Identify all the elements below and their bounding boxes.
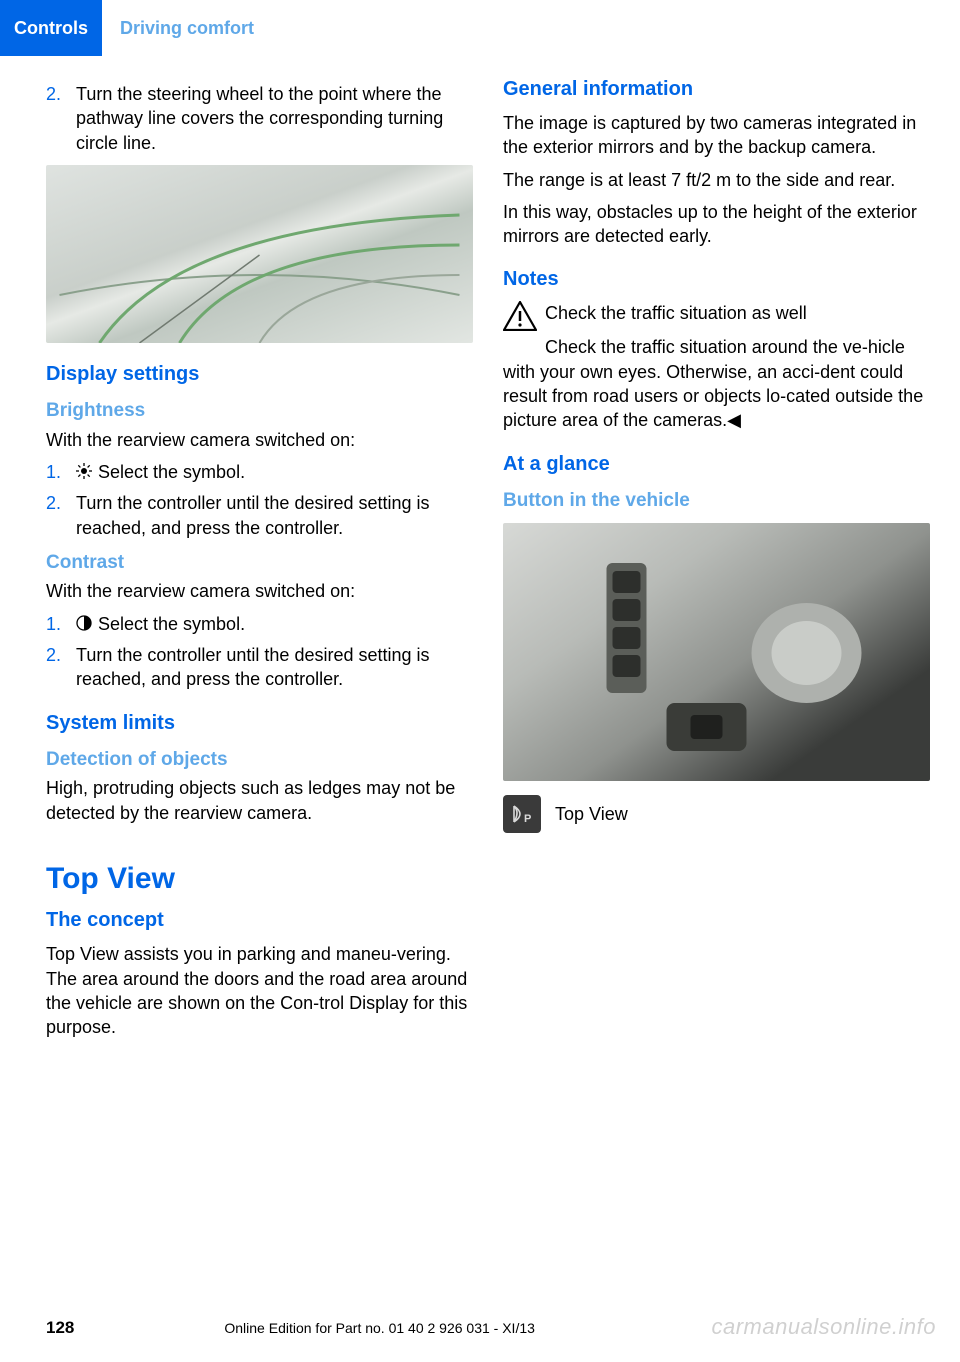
general-info-heading: General information: [503, 76, 930, 103]
console-svg: [503, 523, 930, 781]
general-info-p2: The range is at least 7 ft/2 m to the si…: [503, 168, 930, 192]
general-info-p1: The image is captured by two cameras int…: [503, 111, 930, 160]
detection-text: High, protruding objects such as ledges …: [46, 776, 473, 825]
concept-heading: The concept: [46, 907, 473, 934]
list-text-inner: Select the symbol.: [98, 462, 245, 482]
list-number: 1.: [46, 612, 76, 637]
at-a-glance-heading: At a glance: [503, 451, 930, 478]
list-text: Select the symbol.: [76, 460, 473, 485]
contrast-heading: Contrast: [46, 550, 473, 576]
list-text-inner: Select the symbol.: [98, 614, 245, 634]
watermark: carmanualsonline.info: [711, 1312, 936, 1342]
header-breadcrumb: Driving comfort: [120, 16, 254, 40]
step-text: Turn the steering wheel to the point whe…: [76, 82, 473, 155]
contrast-intro: With the rearview camera switched on:: [46, 579, 473, 603]
svg-text:P: P: [524, 813, 531, 825]
warning-title: Check the traffic situation as well: [545, 301, 930, 325]
warning-block: Check the traffic situation as well: [503, 301, 930, 331]
list-number: 1.: [46, 460, 76, 485]
pathway-svg: [46, 165, 473, 343]
step-item: 2. Turn the steering wheel to the point …: [46, 82, 473, 155]
detection-heading: Detection of objects: [46, 747, 473, 773]
console-photo: [503, 523, 930, 781]
brightness-icon: [76, 461, 92, 485]
edition-line: Online Edition for Part no. 01 40 2 926 …: [224, 1319, 535, 1338]
list-item: 2. Turn the controller until the desired…: [46, 491, 473, 540]
brightness-heading: Brightness: [46, 398, 473, 424]
top-view-heading: Top View: [46, 859, 473, 900]
list-number: 2.: [46, 643, 76, 692]
step-number: 2.: [46, 82, 76, 155]
top-view-icon: P: [503, 795, 541, 833]
brightness-intro: With the rearview camera switched on:: [46, 428, 473, 452]
system-limits-heading: System limits: [46, 710, 473, 737]
top-view-button-row: P Top View: [503, 795, 930, 833]
button-heading: Button in the vehicle: [503, 488, 930, 514]
page-header: Controls Driving comfort: [0, 0, 960, 56]
display-settings-heading: Display settings: [46, 361, 473, 388]
content-columns: 2. Turn the steering wheel to the point …: [0, 56, 960, 1048]
notes-heading: Notes: [503, 266, 930, 293]
concept-text: Top View assists you in parking and mane…: [46, 942, 473, 1039]
list-number: 2.: [46, 491, 76, 540]
pathway-illustration: [46, 165, 473, 343]
warning-body: Check the traffic situation around the v…: [503, 335, 930, 432]
warning-icon: [503, 301, 537, 331]
right-column: General information The image is capture…: [503, 76, 930, 1048]
top-view-label: Top View: [555, 802, 628, 826]
header-tab-controls: Controls: [0, 0, 102, 56]
list-text: Turn the controller until the desired se…: [76, 491, 473, 540]
list-item: 1. Select the symbol.: [46, 612, 473, 637]
left-column: 2. Turn the steering wheel to the point …: [46, 76, 473, 1048]
general-info-p3: In this way, obstacles up to the height …: [503, 200, 930, 249]
list-text: Select the symbol.: [76, 612, 473, 637]
contrast-icon: [76, 613, 92, 637]
list-item: 1. Select the symbol.: [46, 460, 473, 485]
list-item: 2. Turn the controller until the desired…: [46, 643, 473, 692]
list-text: Turn the controller until the desired se…: [76, 643, 473, 692]
page-number: 128: [46, 1317, 74, 1340]
